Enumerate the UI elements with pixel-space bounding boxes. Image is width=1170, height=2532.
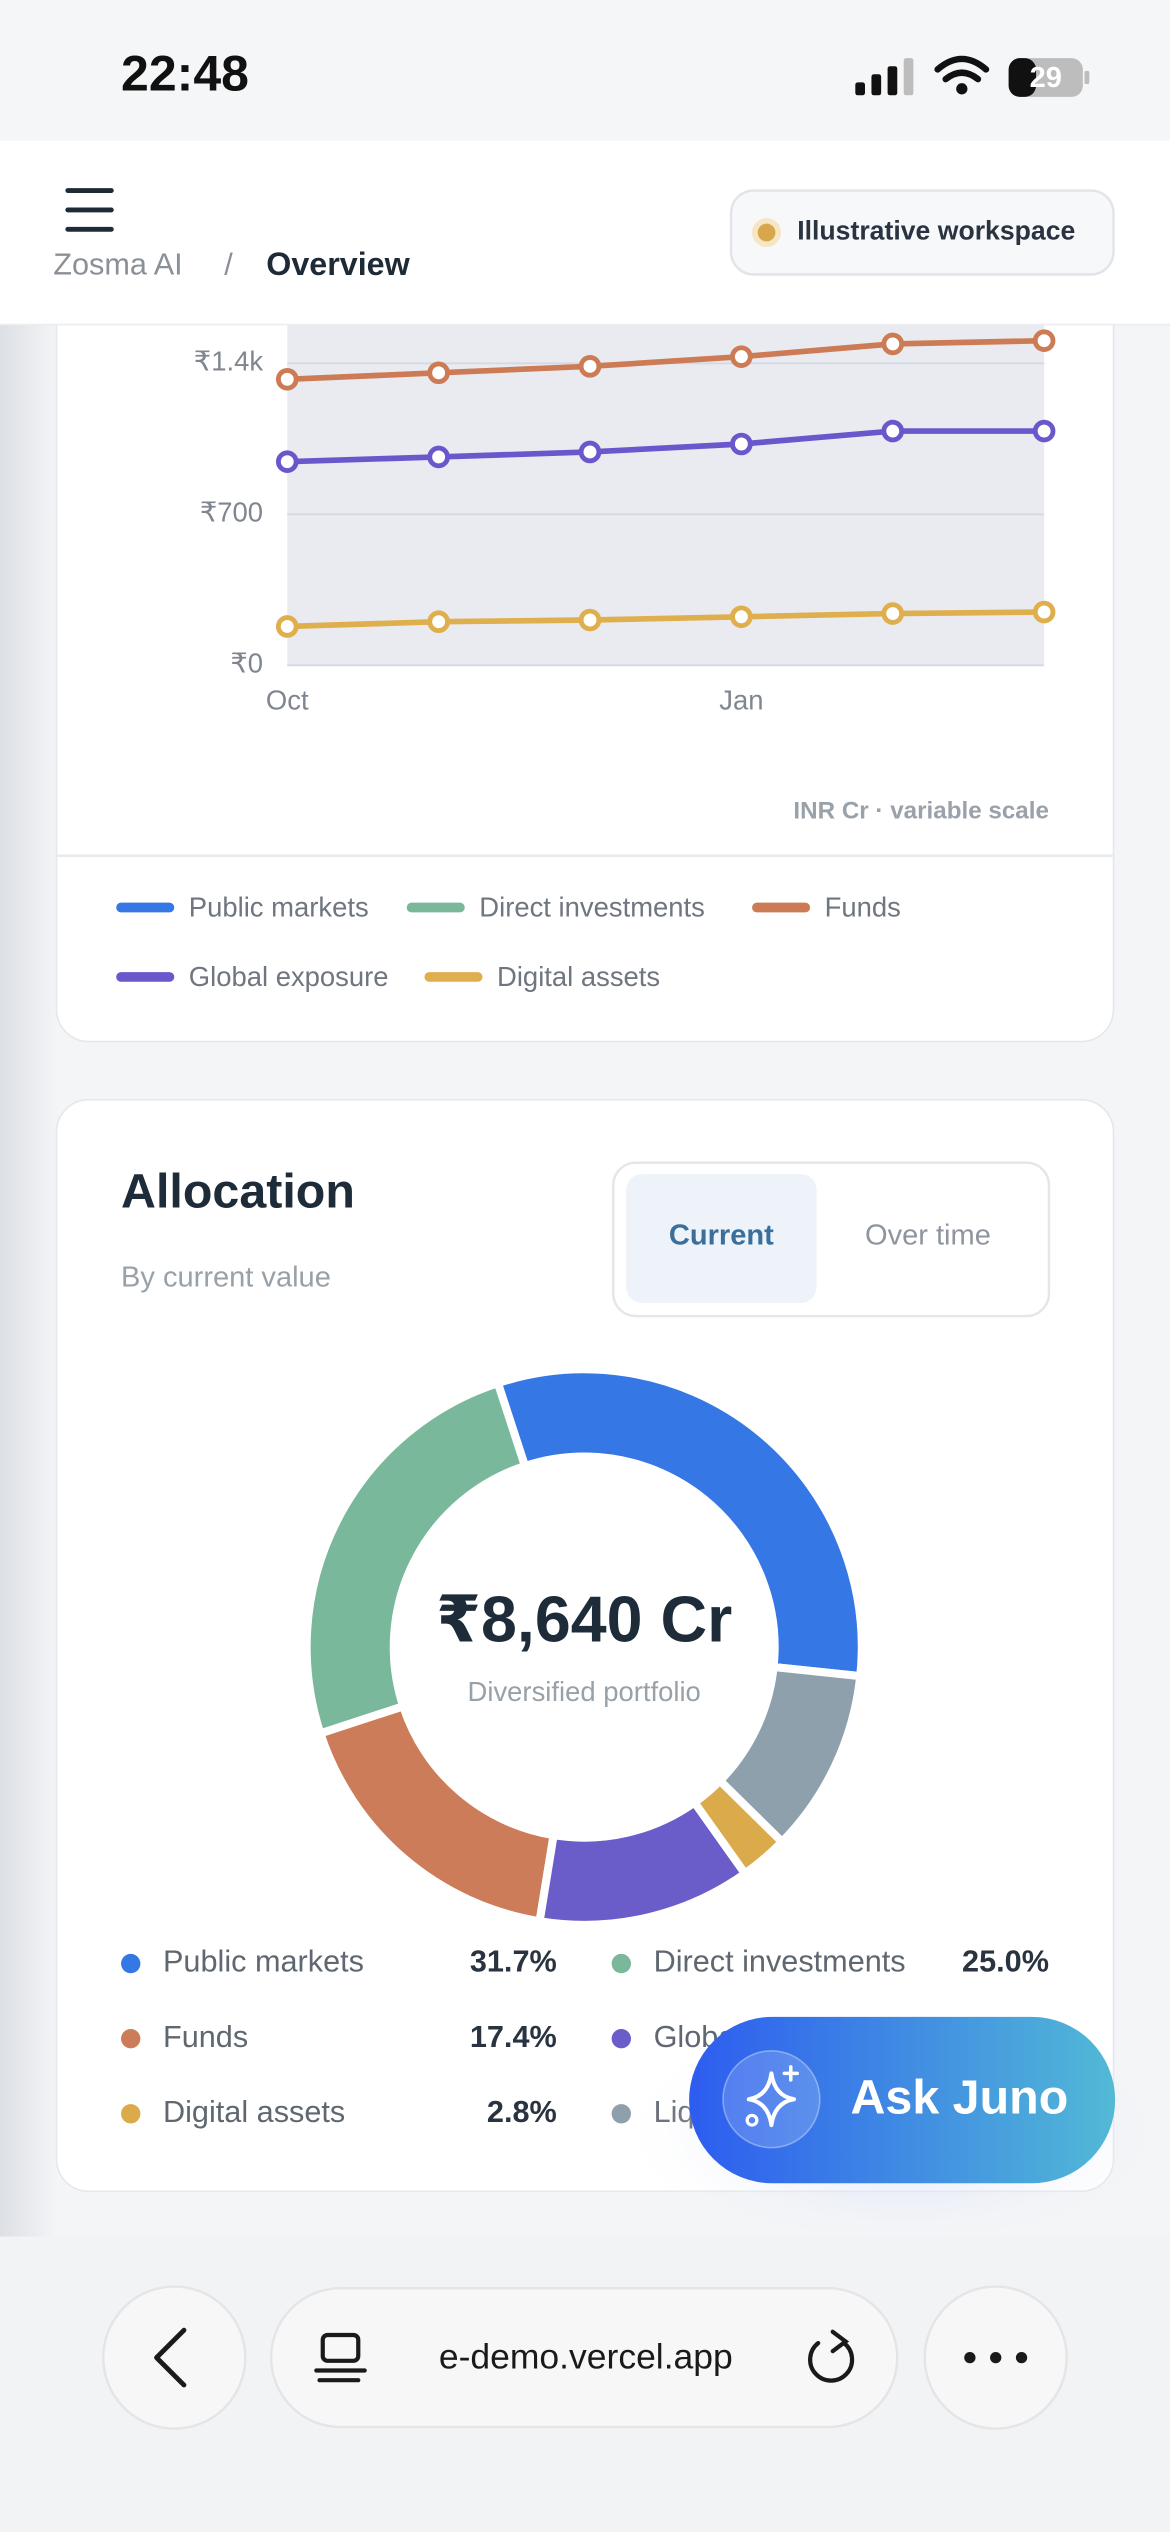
header: Zosma AI / Overview Illustrative workspa… bbox=[0, 140, 1170, 326]
reload-icon[interactable] bbox=[808, 2340, 855, 2383]
wifi-dot bbox=[956, 83, 968, 95]
section-subtitle: By current value bbox=[121, 1262, 331, 1294]
legend-label: Direct investments bbox=[479, 891, 705, 922]
status-dot bbox=[757, 223, 776, 242]
battery-tip bbox=[1084, 71, 1090, 84]
status-bar: 22:48 29 bbox=[0, 0, 1170, 141]
legend-label: Global exposure bbox=[189, 961, 389, 992]
donut-segment bbox=[315, 1701, 559, 1926]
series-point bbox=[578, 355, 602, 378]
back-icon bbox=[154, 2327, 187, 2388]
ask-icon-circle bbox=[722, 2049, 821, 2149]
x-tick-label: Jan bbox=[719, 685, 763, 716]
menu-icon[interactable] bbox=[65, 188, 114, 232]
series-point bbox=[427, 445, 450, 469]
legend-dot bbox=[611, 1953, 631, 1974]
series-point bbox=[275, 615, 299, 638]
legend-dot bbox=[121, 1953, 141, 1974]
series-point bbox=[427, 361, 450, 385]
ask-button-label: Ask Juno bbox=[850, 2071, 1068, 2125]
sparkle-dot bbox=[745, 2113, 759, 2127]
x-tick-label: Oct bbox=[266, 685, 309, 716]
series-line bbox=[287, 609, 1045, 630]
legend-value: 25.0% bbox=[962, 1945, 1049, 1979]
series-point bbox=[275, 367, 299, 391]
tab-active-bg bbox=[626, 1173, 817, 1304]
tab[interactable]: Over time bbox=[865, 1220, 991, 1252]
clock: 22:48 bbox=[121, 46, 249, 102]
series-point bbox=[578, 440, 602, 464]
donut-segment bbox=[492, 1365, 866, 1681]
series-line bbox=[287, 337, 1045, 383]
legend-label: Funds bbox=[163, 2020, 248, 2054]
url-bar[interactable] bbox=[269, 2286, 899, 2429]
series-point bbox=[730, 345, 753, 368]
card bbox=[55, 1098, 1115, 2193]
series-point bbox=[1032, 600, 1056, 624]
side-shadow bbox=[0, 140, 59, 2237]
series-line bbox=[287, 428, 1045, 465]
legend-label: Public markets bbox=[189, 891, 369, 922]
series-point bbox=[275, 450, 299, 473]
legend-label: Funds bbox=[825, 891, 901, 922]
series-point bbox=[881, 332, 905, 356]
legend-value: 31.7% bbox=[470, 1945, 557, 1979]
legend-value: 17.4% bbox=[470, 2020, 557, 2054]
workspace-label: Illustrative workspace bbox=[797, 216, 1075, 246]
breadcrumb-separator: / bbox=[224, 248, 233, 282]
donut-center-label: Diversified portfolio bbox=[468, 1676, 701, 1707]
donut-segment bbox=[302, 1378, 531, 1739]
series-point bbox=[1032, 419, 1056, 443]
donut-segment bbox=[714, 1662, 865, 1848]
legend-dot bbox=[611, 2028, 631, 2049]
legend-dot bbox=[121, 2104, 141, 2124]
sparkle-plus bbox=[782, 2065, 799, 2082]
tabs-icon bbox=[314, 2332, 367, 2383]
y-tick-label: ₹700 bbox=[200, 497, 263, 528]
breadcrumb-current: Overview bbox=[266, 246, 410, 282]
ask-button-bg[interactable] bbox=[689, 2016, 1116, 2184]
series-point bbox=[881, 419, 905, 443]
sparkle-icon bbox=[746, 2071, 797, 2128]
y-tick-label: ₹1.4k bbox=[194, 346, 264, 377]
y-tick-label: ₹0 bbox=[230, 648, 263, 679]
legend-label: Digital assets bbox=[497, 961, 660, 992]
legend-dot bbox=[121, 2028, 141, 2049]
legend-label: Public markets bbox=[163, 1945, 364, 1979]
wifi-icon bbox=[934, 55, 990, 83]
workspace-pill[interactable] bbox=[729, 189, 1115, 276]
url-text: e-demo.vercel.app bbox=[439, 2337, 733, 2377]
series-point bbox=[881, 602, 905, 625]
series-point bbox=[578, 608, 602, 632]
legend-label: Digital assets bbox=[163, 2095, 345, 2129]
status-bar-bg bbox=[0, 0, 1170, 141]
series-point bbox=[1032, 329, 1056, 352]
legend-label: Direct investments bbox=[654, 1945, 906, 1979]
trend-card: INR Cr · variable scale ₹0 ₹700 ₹1.4k Oct Ja… bbox=[55, 225, 1115, 1043]
tab[interactable]: Current bbox=[669, 1220, 774, 1252]
donut-center-value: ₹8,640 Cr bbox=[436, 1584, 732, 1656]
reload-arrow bbox=[830, 2329, 850, 2354]
back-button[interactable] bbox=[102, 2285, 247, 2430]
legend-value: 2.8% bbox=[487, 2095, 557, 2129]
series-point bbox=[730, 432, 753, 456]
series-point bbox=[427, 610, 450, 634]
more-icon bbox=[964, 2351, 1028, 2364]
battery-level-label: 29 bbox=[1030, 62, 1062, 94]
allocation-card: Allocation By current value Current Over… bbox=[55, 1098, 1115, 2193]
browser-bar: e-demo.vercel.app bbox=[0, 2236, 1170, 2532]
breadcrumb-root[interactable]: Zosma AI bbox=[53, 248, 182, 282]
scale-note: INR Cr · variable scale bbox=[793, 798, 1049, 825]
ask-button[interactable]: Ask Juno bbox=[689, 2016, 1116, 2184]
signal-icon bbox=[855, 58, 914, 96]
donut-segment bbox=[534, 1796, 751, 1929]
section-title: Allocation bbox=[121, 1165, 355, 1219]
donut-chart bbox=[302, 1365, 866, 1929]
battery-level bbox=[1008, 58, 1037, 97]
series-point bbox=[730, 605, 753, 629]
legend-dot bbox=[611, 2104, 631, 2124]
